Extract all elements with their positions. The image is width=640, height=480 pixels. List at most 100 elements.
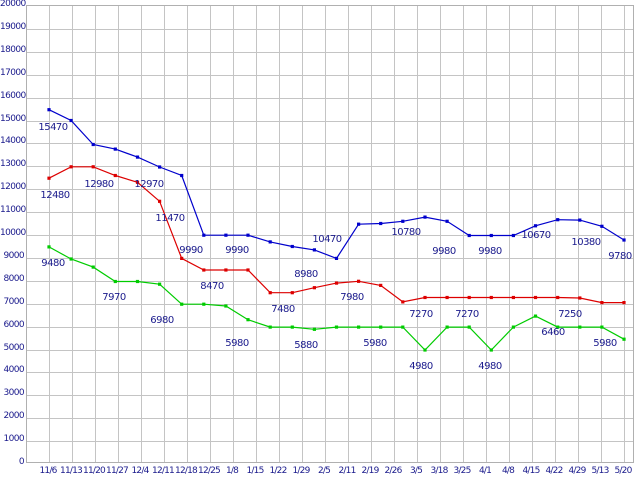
data-point-marker-blue: [533, 224, 538, 228]
x-axis-tick-label: 2/11: [338, 466, 356, 476]
y-axis-tick-label: 6000: [3, 319, 24, 330]
y-axis-tick-label: 2000: [3, 411, 24, 422]
y-axis-tick-label: 11000: [0, 205, 26, 216]
data-point-marker-blue: [578, 218, 582, 222]
data-point-marker-green: [69, 257, 73, 261]
data-value-label: 15470: [38, 121, 68, 133]
data-point-marker-blue: [91, 142, 95, 147]
data-point-marker-red: [290, 291, 294, 295]
grid-line-vertical: [141, 6, 142, 462]
data-point-marker-green: [91, 265, 95, 269]
data-point-marker-red: [224, 268, 228, 272]
x-axis-tick-label: 12/11: [152, 466, 175, 476]
data-point-marker-green: [113, 279, 117, 284]
y-axis-tick-label: 13000: [0, 159, 26, 170]
data-point-marker-red: [158, 199, 162, 203]
x-axis-tick-label: 2/19: [361, 466, 379, 476]
data-point-marker-red: [69, 165, 73, 169]
grid-line-horizontal: [27, 52, 633, 53]
data-value-label: 12980: [84, 178, 114, 190]
data-value-label: 9780: [608, 251, 632, 263]
y-axis-tick-label: 7000: [3, 296, 24, 307]
x-axis-tick-label: 1/15: [246, 466, 264, 476]
x-axis-tick-label: 1/29: [292, 466, 310, 476]
x-axis-tick-label: 11/20: [83, 466, 106, 476]
grid-line-vertical: [371, 6, 372, 462]
x-axis-tick-label: 12/25: [198, 466, 221, 476]
data-point-marker-red: [467, 295, 471, 300]
grid-line-vertical: [601, 6, 602, 462]
data-value-label: 9980: [432, 246, 456, 258]
grid-line-vertical: [210, 6, 211, 462]
y-axis-tick-label: 18000: [0, 44, 26, 55]
x-axis-tick-label: 4/8: [501, 466, 515, 476]
data-point-marker-blue: [47, 108, 51, 112]
grid-line-vertical: [440, 6, 441, 462]
data-point-marker-blue: [135, 155, 140, 159]
grid-line-vertical: [118, 6, 119, 462]
grid-line-horizontal: [27, 418, 633, 419]
data-value-label: 5980: [363, 338, 387, 350]
data-point-marker-green: [135, 279, 140, 284]
data-point-marker-red: [401, 300, 405, 304]
x-axis-tick-label: 3/25: [453, 466, 471, 476]
y-axis-tick-label: 20000: [0, 0, 26, 9]
data-point-marker-green: [556, 325, 560, 329]
data-point-marker-blue: [69, 118, 73, 123]
data-value-label: 12970: [134, 178, 164, 190]
grid-line-vertical: [348, 6, 349, 462]
grid-line-horizontal: [27, 235, 633, 236]
data-point-marker-red: [423, 295, 427, 300]
data-point-marker-blue: [202, 233, 206, 237]
grid-line-vertical: [509, 6, 510, 462]
data-point-marker-red: [312, 286, 316, 290]
data-point-marker-blue: [224, 233, 228, 237]
series-layer: [47, 108, 626, 352]
data-point-marker-blue: [379, 221, 383, 226]
data-value-label: 9990: [225, 245, 249, 257]
data-value-label: 9980: [478, 246, 502, 258]
x-axis-tick-label: 4/29: [568, 466, 586, 476]
data-point-marker-red: [533, 295, 538, 300]
grid-line-horizontal: [27, 98, 633, 99]
data-point-marker-red: [180, 256, 184, 260]
y-axis-tick-label: 9000: [3, 250, 24, 261]
grid-line-vertical: [417, 6, 418, 462]
y-axis-tick-label: 16000: [0, 90, 26, 101]
data-point-marker-red: [489, 295, 493, 300]
x-axis-tick-label: 11/6: [39, 466, 57, 476]
data-point-marker-red: [445, 295, 449, 300]
x-axis-tick-label: 4/1: [478, 466, 492, 476]
data-value-label: 7970: [102, 292, 126, 304]
data-value-label: 9990: [179, 245, 203, 257]
data-point-marker-green: [423, 348, 427, 352]
data-value-label: 10670: [521, 229, 551, 241]
y-axis-tick-label: 4000: [3, 365, 24, 376]
data-point-marker-red: [113, 173, 117, 178]
x-axis-tick-label: 5/13: [591, 466, 609, 476]
data-point-marker-red: [511, 295, 515, 300]
data-point-marker-green: [467, 325, 471, 329]
grid-line-vertical: [49, 6, 50, 462]
data-value-label: 10380: [571, 237, 601, 249]
data-point-marker-red: [202, 268, 206, 272]
series-line-green: [48, 246, 625, 351]
grid-line-vertical: [532, 6, 533, 462]
y-axis-tick-label: 12000: [0, 182, 26, 193]
data-value-label: 7980: [340, 292, 364, 304]
grid-line-vertical: [394, 6, 395, 462]
grid-line-vertical: [463, 6, 464, 462]
data-value-label: 4980: [478, 360, 502, 372]
data-value-label: 7270: [409, 308, 433, 320]
grid-line-vertical: [624, 6, 625, 462]
data-point-marker-green: [533, 314, 538, 318]
data-point-marker-green: [246, 318, 250, 322]
grid-line-vertical: [486, 6, 487, 462]
data-point-marker-blue: [556, 218, 560, 222]
data-value-label: 8470: [200, 281, 224, 293]
data-value-label: 12480: [40, 190, 70, 202]
data-point-marker-blue: [600, 224, 604, 228]
grid-line-horizontal: [27, 143, 633, 144]
y-axis-tick-label: 1000: [3, 434, 24, 445]
